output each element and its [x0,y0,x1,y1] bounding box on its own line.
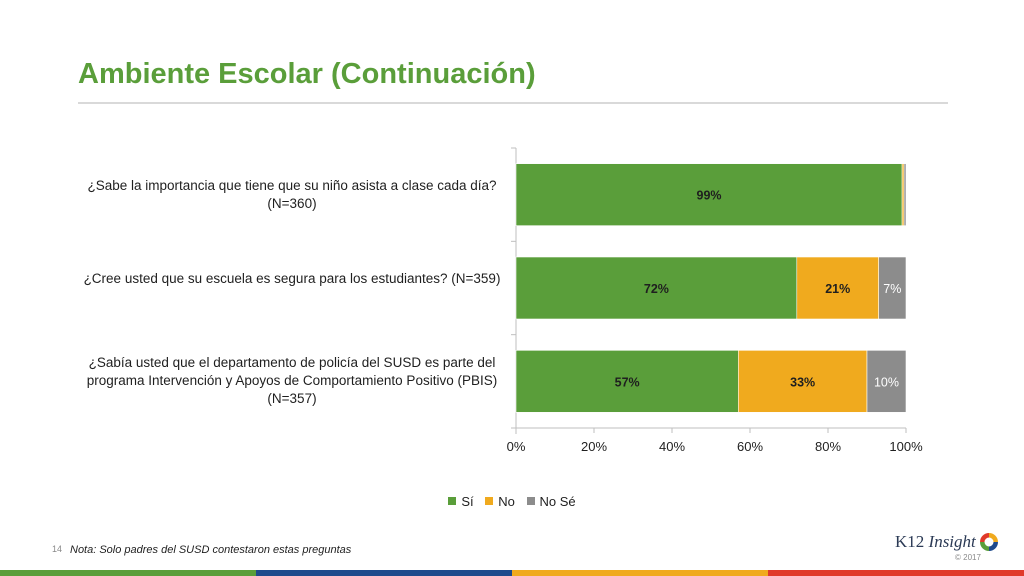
bar-segment [796,256,879,320]
x-tick-label: 0% [507,439,526,454]
bar-segment [903,163,907,226]
data-label: 99% [697,189,722,203]
x-tick-label: 80% [815,439,841,454]
bar-segment [878,256,907,320]
x-tick-label: 20% [581,439,607,454]
legend-item-si: Sí [448,493,474,509]
legend-item-nose: No Sé [526,493,576,509]
footer-segment-red [768,570,1024,576]
legend-swatch-nose [526,497,535,505]
logo-brand-suffix: Insight [928,532,976,551]
title-divider [78,102,948,104]
legend-item-no: No [485,494,515,509]
copyright-text: © 2017 [955,553,981,562]
footer-segment-green [0,570,256,576]
stacked-bar-chart: 0% 20% 40% 60% 80% 100% 99% 72% 21% 7% 57% 33% 10% [507,147,923,454]
footer-color-bar [0,570,1024,576]
legend-label-no: No [498,493,515,509]
data-label: 10% [874,375,899,389]
category-label-2: ¿Cree usted que su escuela es segura par… [83,271,501,286]
data-label: 7% [883,282,901,296]
data-label: 57% [615,375,640,389]
logo-brand: K12 [895,532,925,551]
x-tick-label: 60% [737,439,763,454]
data-label: 21% [825,282,850,296]
data-label: 33% [790,375,815,389]
category-label-3: ¿Sabía usted que el departamento de poli… [86,355,498,406]
logo-ring-icon [980,533,998,551]
page-title: Ambiente Escolar (Continuación) [78,58,536,90]
page-number: 14 [52,544,63,554]
category-label-1: ¿Sabe la importancia que tiene que su ni… [87,178,497,211]
x-tick-label: 100% [889,439,923,454]
data-label: 72% [644,282,669,296]
bar-segment [737,350,868,413]
company-logo: K12 Insight © 2017 [895,530,1005,564]
legend-label-si: Sí [461,493,474,509]
x-tick-label: 40% [659,439,685,454]
footer-segment-yellow [512,570,768,576]
footer-segment-blue [256,570,512,576]
bar-segment [515,256,798,320]
legend-swatch-no [485,497,494,505]
legend-label-nose: No Sé [539,493,576,509]
chart-legend: Sí No No Sé [0,493,1024,509]
bar-segment [515,350,739,413]
footnote: Nota: Solo padres del SUSD contestaron e… [70,544,352,556]
legend-swatch-si [448,497,457,505]
logo-wordmark: K12 Insight [895,532,976,552]
bar-segment [866,350,907,413]
